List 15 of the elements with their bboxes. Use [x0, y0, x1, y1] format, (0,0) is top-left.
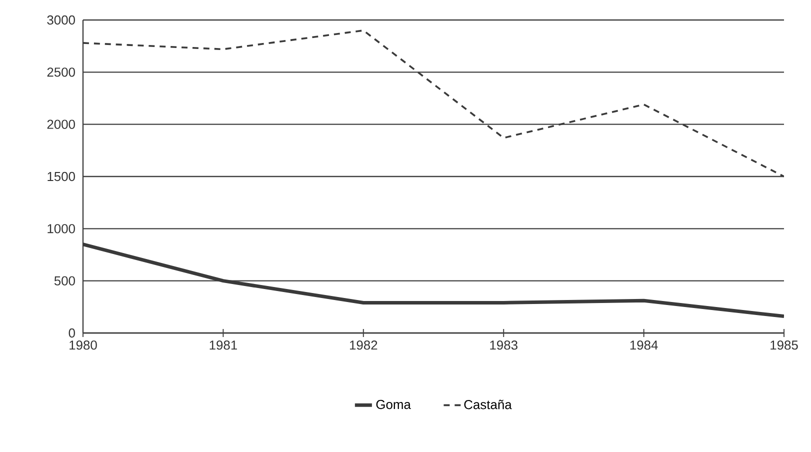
x-tick-label: 1983	[490, 340, 518, 350]
y-tick-label: 3000	[47, 15, 75, 25]
y-tick-label: 1500	[48, 172, 75, 182]
x-tick-label: 1984	[630, 340, 658, 350]
x-tick-label: 1981	[210, 340, 237, 350]
y-tick-label: 0	[68, 328, 75, 338]
y-tick-label: 2500	[47, 68, 75, 77]
x-tick-label: 1985	[770, 340, 798, 350]
y-tick-label: 1000	[48, 224, 75, 234]
legend-label: Goma	[376, 400, 411, 410]
legend-label: Castaña	[464, 400, 512, 410]
y-tick-label: 2000	[47, 120, 75, 129]
x-tick-label: 1980	[70, 340, 97, 350]
x-tick-label: 1982	[350, 340, 378, 350]
y-tick-label: 500	[54, 276, 75, 286]
